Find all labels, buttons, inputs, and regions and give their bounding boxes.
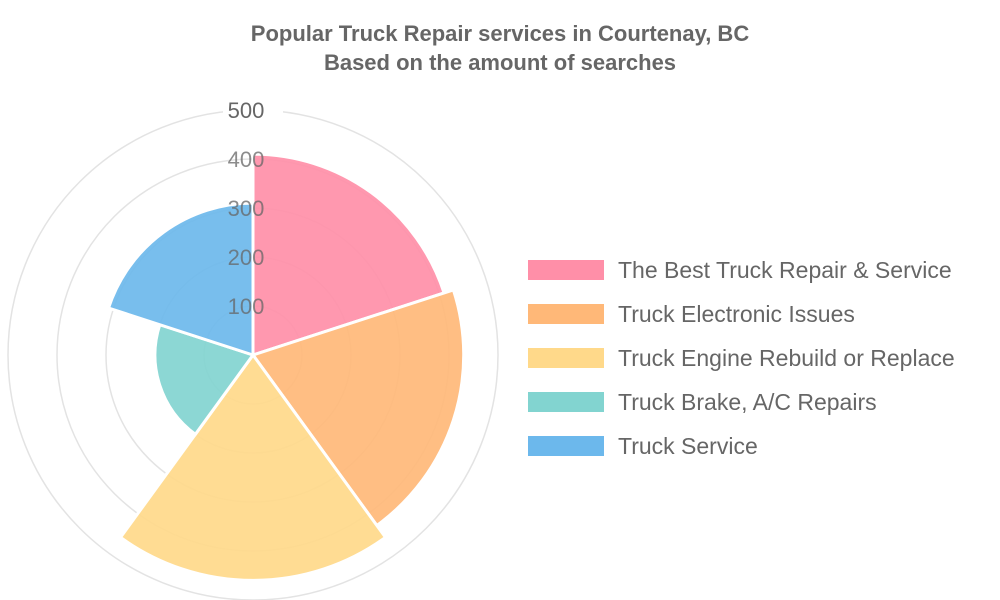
legend-label: Truck Engine Rebuild or Replace	[618, 344, 955, 371]
sector-2[interactable]	[118, 352, 388, 582]
legend-swatch	[528, 304, 604, 324]
r-tick-label: 100	[228, 294, 265, 319]
sector-1[interactable]	[250, 287, 466, 528]
chart-title: Popular Truck Repair services in Courten…	[250, 21, 750, 46]
r-tick-label: 500	[228, 98, 265, 123]
legend-label: The Best Truck Repair & Service	[618, 256, 952, 283]
legend-swatch	[528, 348, 604, 368]
r-tick-label: 400	[228, 147, 265, 172]
legend-item[interactable]: The Best Truck Repair & Service	[528, 248, 955, 292]
sector-0[interactable]	[251, 152, 446, 358]
legend-label: Truck Brake, A/C Repairs	[618, 388, 877, 415]
chart-subtitle: Based on the amount of searches	[323, 50, 677, 75]
legend-item[interactable]: Truck Brake, A/C Repairs	[528, 380, 955, 424]
r-tick-label: 300	[228, 196, 265, 221]
r-tick-label: 200	[228, 245, 265, 270]
legend-item[interactable]: Truck Engine Rebuild or Replace	[528, 336, 955, 380]
sector-3[interactable]	[153, 322, 256, 437]
legend-label: Truck Service	[618, 432, 758, 459]
tick-label-bg	[223, 97, 283, 123]
legend-item[interactable]: Truck Service	[528, 424, 955, 468]
legend-swatch	[528, 260, 604, 280]
sector-4[interactable]	[106, 201, 255, 358]
legend-swatch	[528, 436, 604, 456]
legend-swatch	[528, 392, 604, 412]
legend-item[interactable]: Truck Electronic Issues	[528, 292, 955, 336]
chart-legend: The Best Truck Repair & Service Truck Ele…	[528, 248, 955, 468]
legend-label: Truck Electronic Issues	[618, 300, 855, 327]
